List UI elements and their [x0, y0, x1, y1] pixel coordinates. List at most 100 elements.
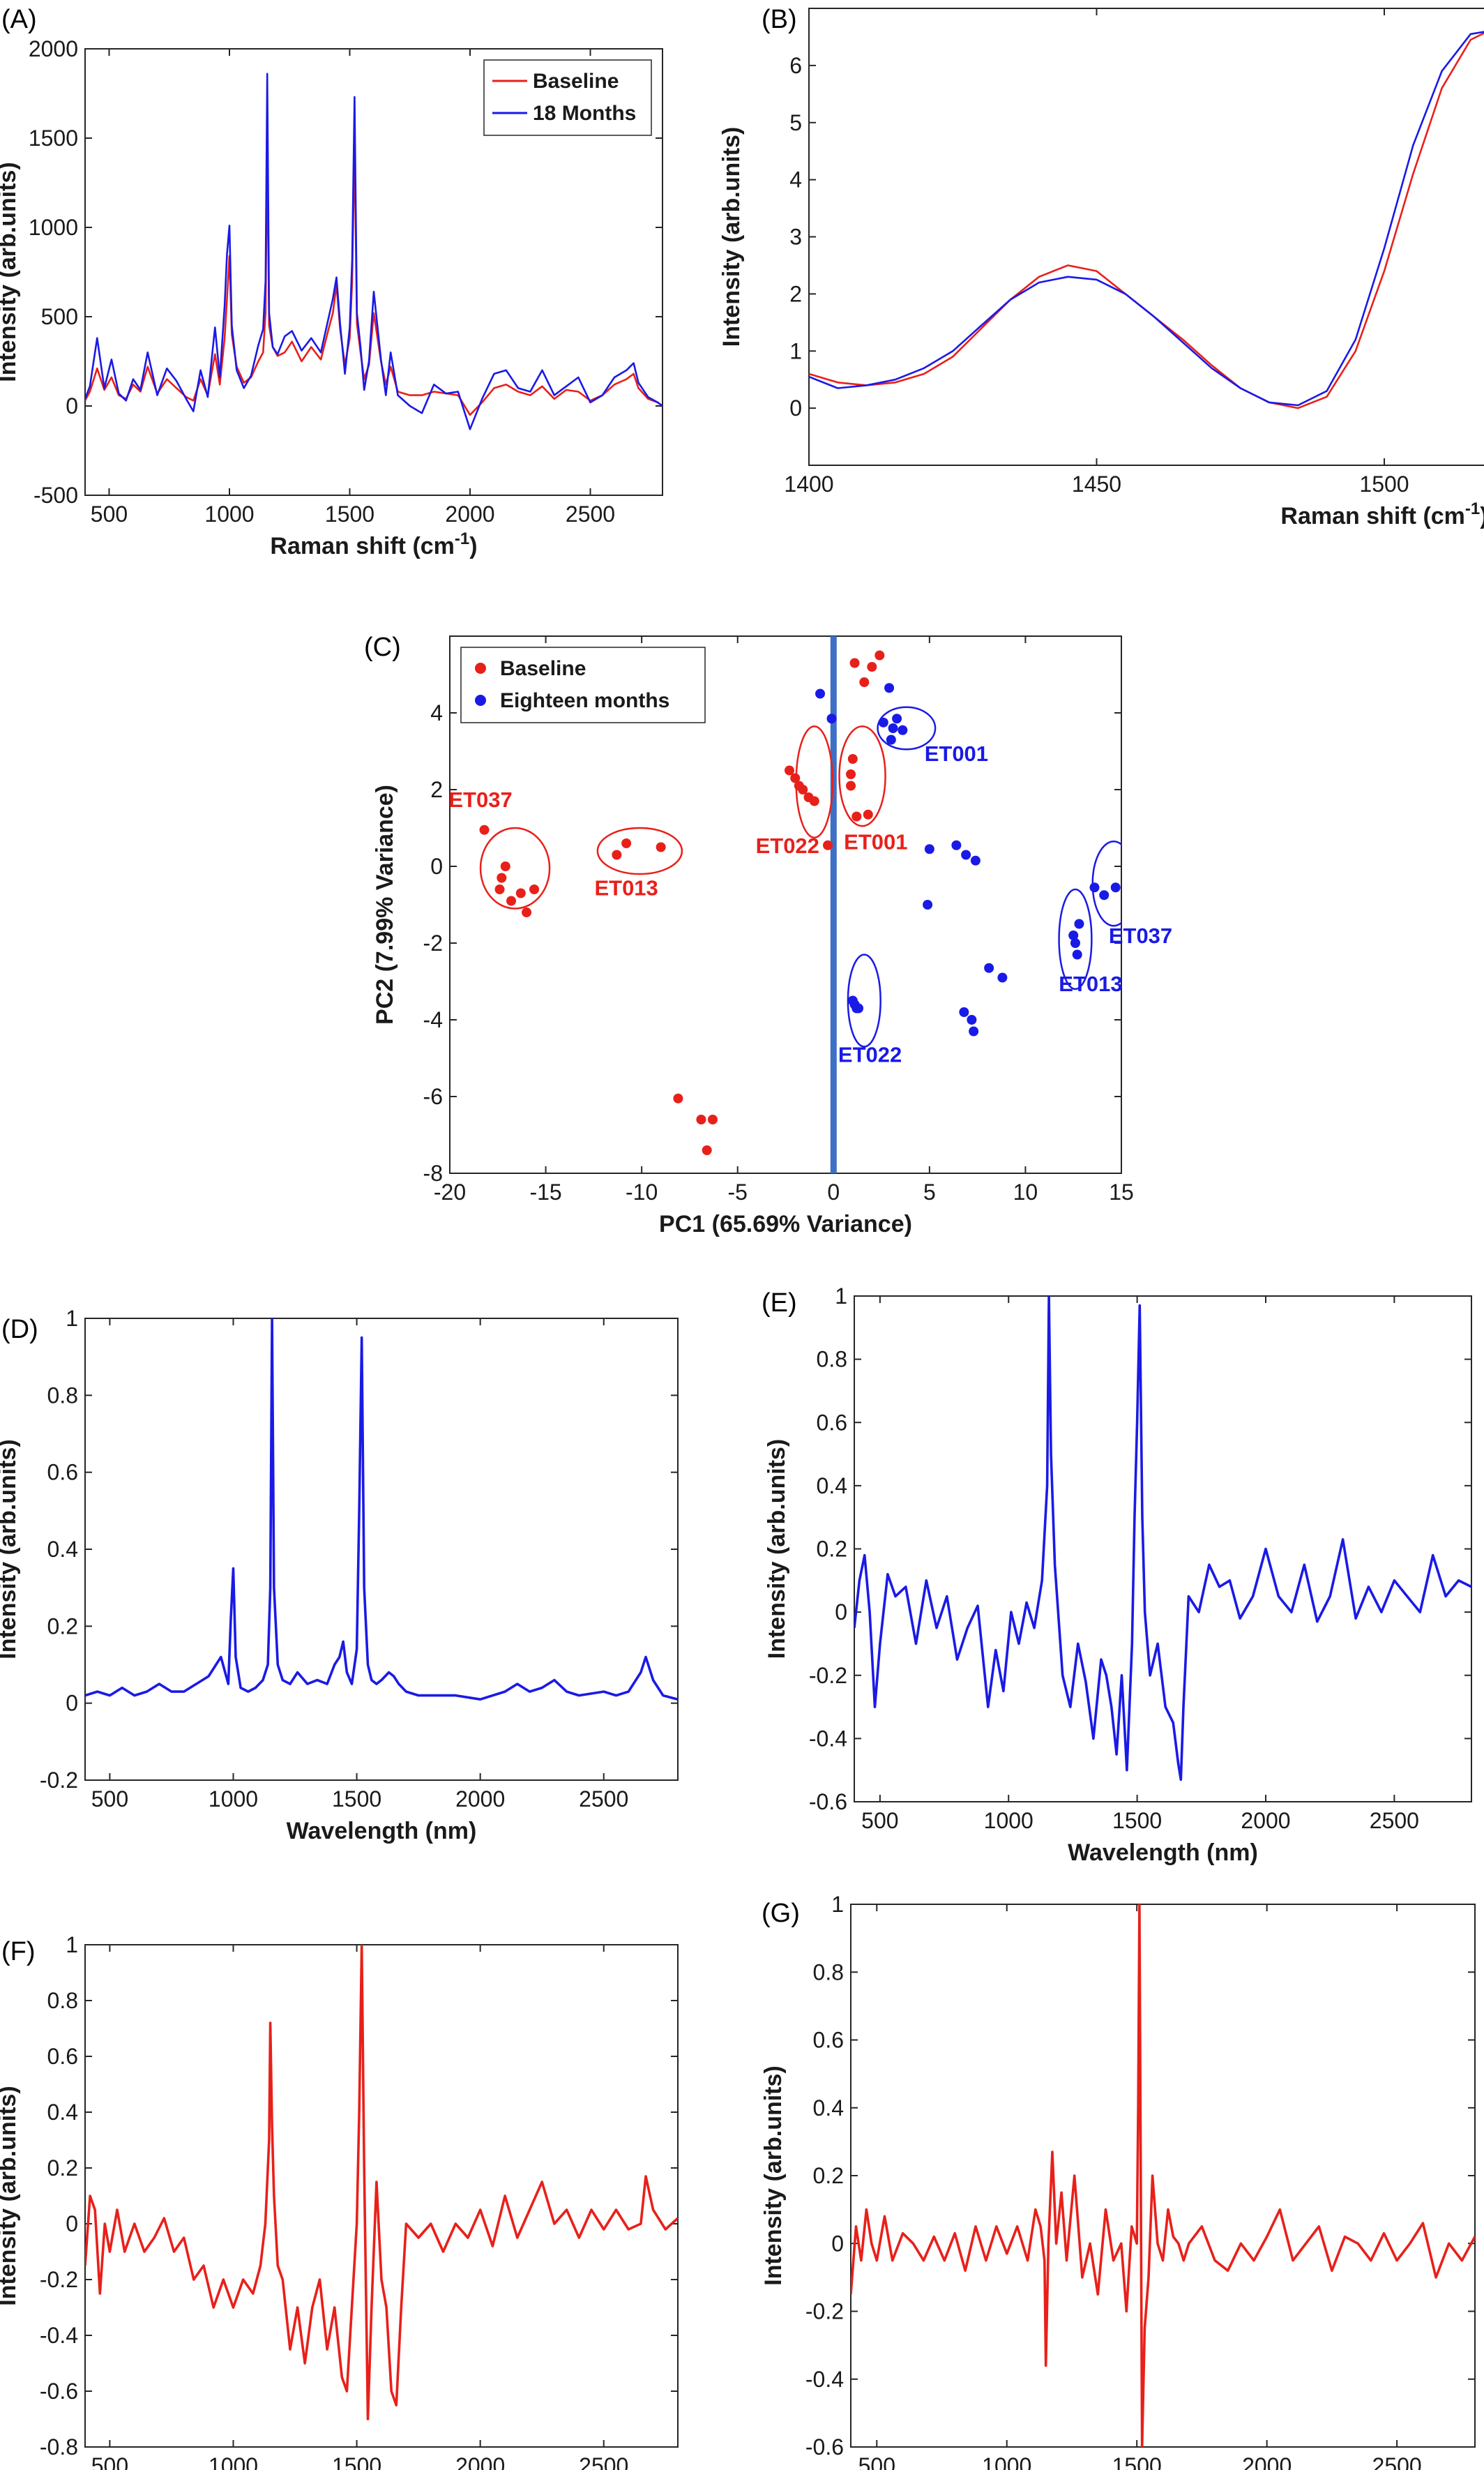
cluster-ellipse — [1091, 841, 1121, 927]
scatter-point — [612, 850, 622, 860]
scatter-point — [506, 896, 517, 906]
x-tick-label: 1500 — [325, 502, 374, 527]
scatter-point — [849, 658, 860, 668]
x-tick-label: 500 — [858, 2453, 895, 2470]
x-tick-label: 2500 — [1370, 1808, 1419, 1833]
cluster-label: ET013 — [594, 875, 658, 900]
y-tick-label: 0.8 — [47, 1988, 78, 2013]
scatter-point — [522, 908, 532, 917]
x-tick-label: 10 — [1013, 1180, 1038, 1205]
legend: Baseline Eighteen months — [460, 647, 706, 723]
x-tick-label: 2500 — [566, 502, 615, 527]
y-tick-label: 0.2 — [47, 2155, 78, 2181]
cluster-label: ET022 — [756, 834, 819, 858]
y-tick-label: -2 — [423, 931, 443, 956]
y-tick-label: -0.6 — [809, 1789, 847, 1814]
y-tick-label: 0 — [430, 854, 443, 879]
y-tick-label: 0 — [66, 393, 78, 419]
y-tick-label: 0.8 — [817, 1347, 847, 1372]
y-tick-label: 0 — [835, 1599, 847, 1625]
x-tick-label: 2500 — [1372, 2453, 1422, 2470]
legend-entry: Baseline — [533, 70, 619, 93]
x-tick-label: 1000 — [209, 1786, 258, 1812]
scatter-point — [951, 840, 962, 850]
scatter-point — [790, 773, 801, 783]
plot-area — [850, 1904, 1476, 2448]
scatter-point — [696, 1115, 706, 1124]
data-layer — [479, 636, 1121, 1173]
scatter-point — [1074, 919, 1084, 929]
y-tick-label: 4 — [430, 700, 443, 725]
scatter-point — [702, 1145, 712, 1155]
data-layer — [85, 1945, 678, 2420]
y-tick-label: 0.2 — [47, 1613, 78, 1639]
x-tick-label: 15 — [1109, 1180, 1134, 1205]
x-tick-label: 1500 — [1359, 472, 1409, 497]
series-line-18-months — [85, 73, 662, 430]
scatter-point — [785, 765, 795, 776]
panel-label: (A) — [1, 5, 37, 34]
plot-area — [854, 1295, 1472, 1802]
x-tick-label: 500 — [91, 502, 128, 527]
scatter-point — [884, 683, 895, 693]
cluster-ellipse — [877, 706, 937, 751]
scatter-point — [494, 884, 505, 894]
panel-label: (F) — [1, 1937, 36, 1966]
y-axis-label: PC2 (7.99% Variance) — [372, 785, 398, 1025]
data-layer — [85, 1318, 678, 1701]
legend: Baseline 18 Months — [483, 59, 652, 136]
scatter-point — [529, 884, 540, 894]
cluster-ellipse — [847, 954, 881, 1048]
cluster-label: ET037 — [448, 788, 512, 812]
scatter-point — [1089, 882, 1100, 893]
y-tick-label: 0.6 — [817, 1410, 847, 1435]
x-tick-label: -15 — [529, 1180, 561, 1205]
y-tick-label: 2000 — [29, 36, 78, 61]
cluster-ellipse — [596, 827, 683, 875]
panel-label: (E) — [762, 1288, 797, 1318]
y-tick-label: -500 — [33, 483, 78, 508]
data-layer — [809, 31, 1484, 409]
x-tick-label: 2000 — [1241, 1808, 1290, 1833]
x-axis-label: Raman shift (cm-1) — [1280, 499, 1484, 529]
panel-label: (B) — [762, 5, 797, 34]
legend-entry: Baseline — [500, 657, 586, 680]
cluster-ellipse — [479, 827, 551, 910]
y-tick-label: 0 — [831, 2231, 844, 2256]
y-tick-label: 2 — [430, 777, 443, 802]
scatter-point — [878, 717, 888, 728]
plot-area — [808, 8, 1484, 466]
y-tick-label: 2 — [789, 281, 802, 306]
scatter-point — [984, 963, 994, 973]
x-tick-label: 500 — [91, 1786, 128, 1812]
chart-panel-B: (B)140014501500155016000123456Raman shif… — [718, 5, 1484, 529]
scatter-point — [815, 688, 826, 699]
series-line-18-months — [809, 31, 1484, 407]
scatter-point — [621, 838, 632, 848]
scatter-point — [809, 796, 819, 806]
cluster-label: ET001 — [925, 741, 988, 766]
legend-box — [483, 59, 652, 136]
x-tick-label: -5 — [727, 1180, 747, 1205]
scatter-point — [479, 824, 490, 835]
y-tick-label: -8 — [423, 1161, 443, 1186]
x-tick-label: 2500 — [579, 1786, 628, 1812]
y-tick-label: 1 — [66, 1306, 78, 1331]
scatter-point — [854, 1003, 864, 1014]
x-tick-label: 500 — [861, 1808, 898, 1833]
y-tick-label: 1 — [789, 338, 802, 363]
y-tick-label: 0.6 — [47, 1460, 78, 1485]
y-tick-label: 0 — [66, 2211, 78, 2236]
chart-panel-F: (F) 500 1000 1500 2000 2500 -0.8 -0.6 -0.4 -0.2 0 0… — [0, 1932, 679, 2470]
x-tick-label: 0 — [827, 1180, 840, 1205]
scatter-point — [656, 842, 666, 852]
x-tick-label: 2000 — [445, 502, 494, 527]
cluster-label: ET013 — [1059, 972, 1122, 996]
x-axis-label: Wavelength (nm) — [1068, 1839, 1258, 1866]
y-tick-label: 0.4 — [47, 1537, 78, 1562]
scatter-point — [892, 714, 902, 724]
series-line-0 — [85, 1318, 678, 1701]
y-tick-label: 0.2 — [813, 2163, 844, 2188]
scatter-point — [1099, 890, 1110, 901]
